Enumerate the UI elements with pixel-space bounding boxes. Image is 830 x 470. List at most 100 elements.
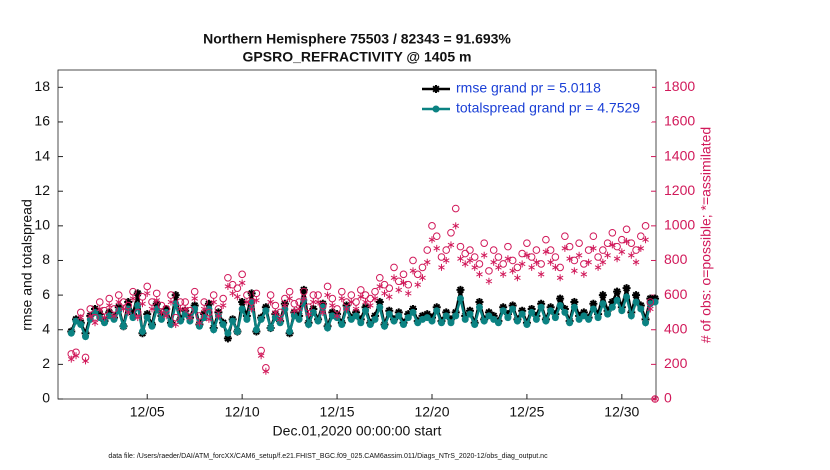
point (495, 263, 502, 271)
point (290, 299, 299, 308)
marker (362, 307, 370, 315)
marker (456, 285, 465, 294)
point (414, 281, 422, 289)
marker (499, 307, 507, 315)
point (575, 239, 583, 247)
marker (357, 319, 365, 327)
point (120, 305, 127, 313)
point (347, 291, 356, 299)
x-tick-label: 12/20 (414, 404, 449, 420)
marker (375, 298, 384, 307)
point (527, 253, 536, 261)
point (215, 312, 222, 320)
marker (632, 298, 640, 306)
legend-marker (432, 85, 440, 93)
point (584, 246, 593, 254)
point (91, 319, 99, 327)
point (470, 253, 479, 261)
marker (566, 319, 574, 327)
point (262, 367, 270, 375)
marker (556, 294, 565, 303)
chart-subtitle: GPSRO_REFRACTIVITY @ 1405 m (243, 49, 472, 65)
y-tick-label: 2 (42, 355, 50, 371)
marker (101, 319, 109, 327)
point (186, 306, 194, 315)
point (385, 293, 393, 301)
point (442, 246, 451, 254)
point (196, 319, 203, 327)
point (551, 253, 560, 261)
y-tick-label: 6 (42, 286, 50, 302)
point (428, 222, 436, 230)
point (176, 298, 185, 306)
point (504, 242, 512, 251)
point (385, 284, 394, 292)
point (139, 300, 146, 308)
marker (518, 310, 526, 318)
point (632, 258, 640, 266)
point (338, 295, 346, 303)
marker (618, 307, 626, 315)
marker (513, 317, 521, 325)
point (105, 301, 113, 309)
marker (257, 315, 265, 323)
point (632, 246, 640, 254)
point (518, 260, 526, 268)
point (129, 287, 137, 296)
point (190, 287, 199, 296)
marker (395, 312, 403, 320)
y-tick-label: 4 (42, 320, 50, 336)
point (362, 298, 369, 306)
marker (319, 303, 327, 311)
point (533, 258, 540, 266)
marker (608, 303, 616, 311)
point (205, 315, 213, 323)
point (247, 298, 256, 306)
point (457, 255, 464, 263)
point (114, 291, 123, 299)
point (461, 260, 469, 268)
marker (143, 314, 151, 322)
series-line (70, 292, 656, 341)
point (134, 314, 142, 322)
point (286, 295, 293, 303)
marker (324, 324, 332, 332)
point (499, 260, 507, 268)
marker (466, 310, 474, 318)
marker (133, 289, 142, 298)
marker (167, 321, 175, 329)
point (523, 239, 531, 247)
point (447, 228, 455, 237)
point (561, 244, 569, 252)
marker (138, 327, 146, 335)
point (300, 295, 308, 303)
point (219, 301, 227, 309)
point (409, 256, 417, 265)
point (319, 308, 327, 316)
marker (400, 321, 408, 329)
marker (475, 303, 483, 311)
marker (371, 315, 379, 323)
point (309, 291, 318, 299)
y2-tick-label: 1400 (664, 147, 695, 163)
point (475, 260, 484, 268)
point (276, 308, 284, 317)
marker (528, 308, 536, 316)
marker (233, 327, 241, 335)
point (238, 270, 246, 279)
point (437, 253, 446, 261)
point (585, 258, 592, 266)
marker (475, 298, 484, 307)
marker (224, 329, 232, 337)
marker (480, 317, 488, 325)
point (570, 256, 579, 265)
marker (262, 307, 270, 315)
legend-label: rmse grand pr = 5.0118 (456, 80, 601, 96)
point (428, 236, 436, 244)
marker (561, 308, 569, 316)
point (641, 222, 650, 230)
point (485, 267, 493, 275)
marker (589, 305, 597, 313)
marker (409, 308, 417, 316)
point (172, 321, 179, 329)
